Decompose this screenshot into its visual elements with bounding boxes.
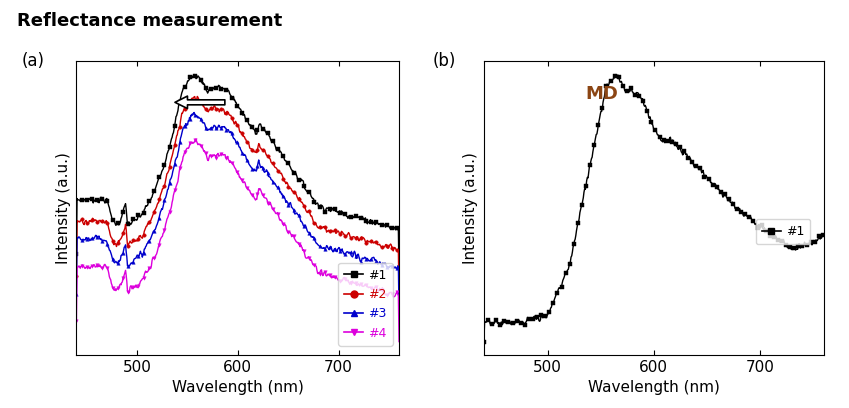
X-axis label: Wavelength (nm): Wavelength (nm) — [588, 380, 720, 395]
Text: (a): (a) — [21, 52, 44, 71]
Legend: #1, #2, #3, #4: #1, #2, #3, #4 — [338, 262, 393, 346]
Y-axis label: Intensity (a.u.): Intensity (a.u.) — [464, 152, 478, 264]
Text: Reflectance measurement: Reflectance measurement — [17, 12, 282, 30]
Text: MD: MD — [586, 85, 619, 103]
Text: (b): (b) — [433, 52, 457, 71]
Legend: #1: #1 — [756, 219, 811, 244]
Y-axis label: Intensity (a.u.): Intensity (a.u.) — [56, 152, 70, 264]
X-axis label: Wavelength (nm): Wavelength (nm) — [171, 380, 304, 395]
